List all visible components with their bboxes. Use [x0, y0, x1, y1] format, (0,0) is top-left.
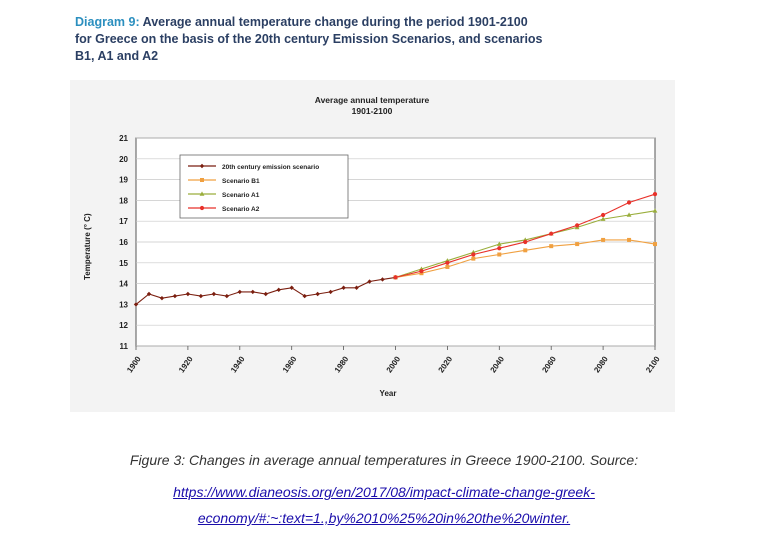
data-point: [289, 285, 294, 290]
x-tick-label: 2100: [644, 354, 662, 374]
data-point: [601, 212, 606, 218]
data-point: [315, 291, 320, 297]
y-tick-label: 17: [119, 217, 128, 226]
data-point: [419, 269, 424, 274]
x-tick-label: 1940: [229, 354, 247, 374]
x-tick-label: 1980: [333, 354, 351, 374]
diagram-label: Diagram 9:: [75, 15, 140, 29]
data-point: [575, 223, 580, 228]
legend-marker: [199, 191, 205, 196]
data-point: [367, 279, 372, 284]
diagram-title: Diagram 9: Average annual temperature ch…: [75, 14, 545, 65]
data-point: [302, 293, 307, 299]
x-tick-label: 2040: [488, 354, 506, 374]
data-point: [549, 244, 554, 249]
data-point: [497, 246, 502, 251]
x-tick-label: 2020: [437, 354, 455, 374]
data-point: [627, 237, 632, 242]
data-point: [626, 212, 632, 217]
legend-label: Scenario B1: [222, 178, 260, 185]
data-point: [380, 277, 385, 282]
figure-caption: Figure 3: Changes in average annual temp…: [129, 452, 639, 468]
series-3: [393, 192, 658, 280]
data-point: [652, 208, 658, 213]
legend: 20th century emission scenario Scenario B…: [179, 154, 349, 219]
y-tick-label: 21: [119, 134, 128, 143]
data-point: [626, 200, 632, 205]
legend-marker: [199, 163, 205, 169]
y-tick-label: 15: [119, 259, 128, 268]
data-point: [523, 248, 528, 253]
diagram-title-text: Average annual temperature change during…: [75, 15, 543, 63]
data-point: [224, 293, 230, 299]
data-point: [341, 285, 346, 290]
data-point: [198, 293, 204, 299]
legend-marker: [199, 205, 205, 211]
temperature-chart: Average annual temperature 1901-2100 11 1…: [83, 95, 662, 398]
y-tick-label: 12: [119, 321, 128, 330]
legend-label: 20th century emission scenario: [222, 164, 319, 171]
data-point: [601, 237, 606, 242]
data-point: [471, 256, 476, 261]
y-tick-label: 13: [119, 300, 128, 309]
x-axis-label: Year: [380, 389, 397, 398]
x-tick-label: 1900: [125, 354, 143, 374]
data-point: [159, 295, 165, 301]
y-axis-label: Temperature (° C): [83, 213, 92, 280]
y-tick-label: 14: [119, 280, 128, 289]
data-point: [471, 252, 476, 257]
data-point: [250, 289, 255, 295]
chart-title: Average annual temperature: [315, 95, 430, 105]
data-point: [211, 291, 217, 297]
data-point: [445, 260, 450, 265]
chart-container: Average annual temperature 1901-2100 11 1…: [70, 80, 675, 412]
data-point: [172, 293, 178, 299]
data-point: [237, 289, 242, 295]
y-tick-label: 18: [119, 196, 128, 205]
data-point: [496, 241, 502, 246]
x-tick-label: 2060: [540, 354, 558, 374]
data-point: [393, 275, 398, 280]
y-tick-label: 20: [119, 155, 128, 164]
source-link-line-1[interactable]: https://www.dianeosis.org/en/2017/08/imp…: [173, 484, 595, 500]
data-point: [146, 291, 152, 297]
data-point: [549, 231, 554, 236]
legend-marker: [200, 178, 204, 182]
data-point: [185, 291, 191, 297]
legend-label: Scenario A2: [222, 206, 260, 213]
x-tick-label: 2000: [385, 354, 403, 374]
data-point: [354, 285, 359, 290]
y-tick-label: 19: [119, 176, 128, 185]
data-point: [497, 252, 502, 257]
data-point: [575, 242, 580, 247]
chart-subtitle: 1901-2100: [352, 106, 393, 116]
data-point: [263, 291, 268, 297]
data-point: [523, 239, 528, 245]
data-point: [600, 216, 606, 221]
x-tick-label: 1960: [281, 354, 299, 374]
legend-label: Scenario A1: [222, 192, 260, 199]
x-tick-label: 1920: [177, 354, 195, 374]
data-point: [653, 242, 657, 247]
y-tick-label: 16: [119, 238, 128, 247]
data-point: [445, 264, 450, 269]
y-tick-label: 11: [120, 342, 129, 351]
data-point: [652, 192, 658, 197]
source-link-line-2[interactable]: economy/#:~:text=1.,by%2010%25%20in%20th…: [197, 510, 571, 526]
data-point: [328, 289, 333, 295]
x-tick-label: 2080: [592, 354, 610, 374]
